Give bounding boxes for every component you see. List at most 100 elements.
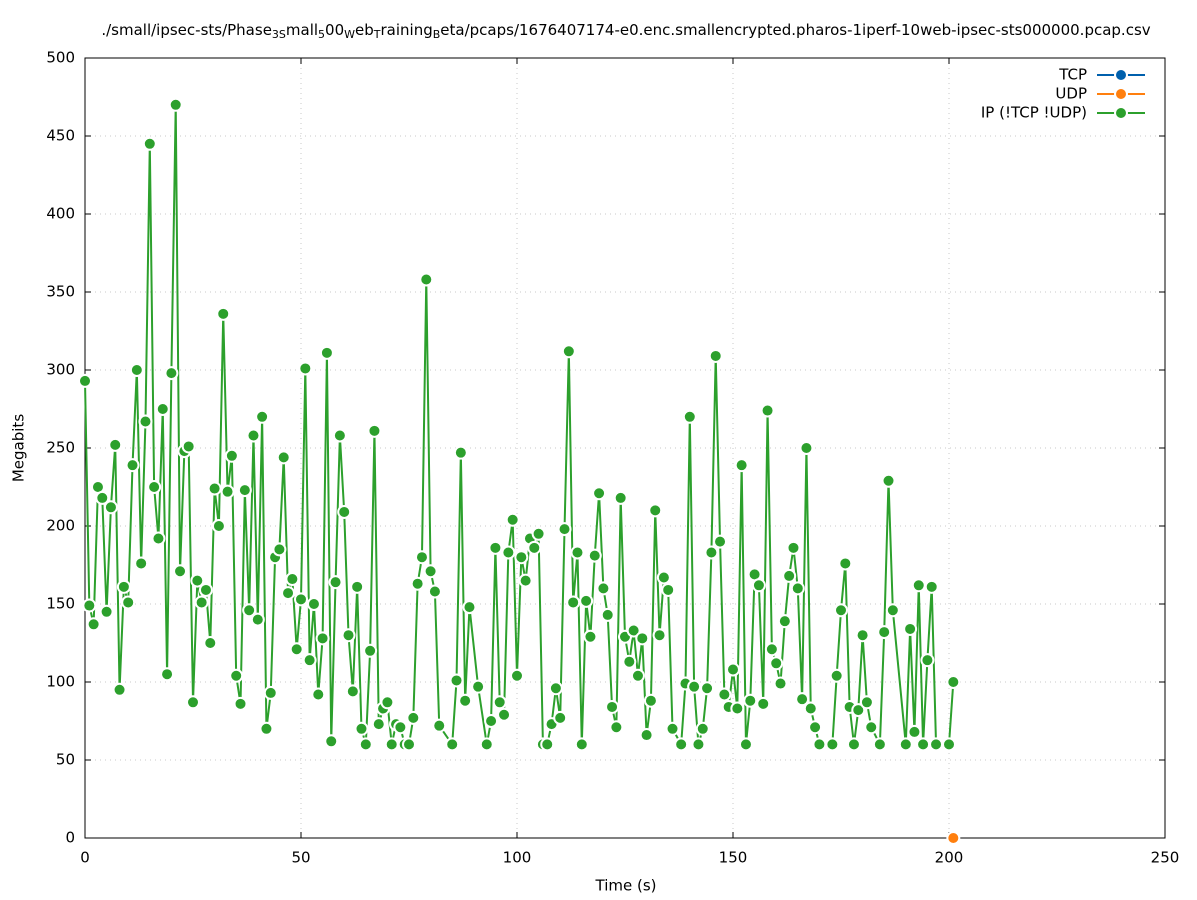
data-point [432, 718, 447, 733]
data-point [799, 441, 814, 455]
data-point [298, 361, 313, 376]
x-tick-label: 0 [80, 849, 90, 867]
data-point [609, 720, 624, 735]
legend-marker [1114, 106, 1128, 120]
data-point [851, 703, 866, 718]
data-point [121, 595, 136, 610]
data-point [255, 409, 270, 424]
data-point [942, 737, 956, 752]
data-point [946, 831, 961, 845]
x-axis-label: Time (s) [595, 877, 657, 895]
data-point [946, 675, 961, 689]
data-point [907, 724, 922, 739]
data-point [281, 586, 296, 601]
data-point [129, 363, 144, 377]
data-point [341, 628, 356, 643]
data-point [600, 607, 615, 622]
data-point [289, 642, 304, 657]
data-point [393, 720, 408, 735]
data-point [306, 597, 321, 611]
data-point [859, 695, 874, 710]
data-point [315, 631, 330, 646]
data-point [155, 402, 170, 416]
y-tick-label: 400 [46, 205, 75, 223]
data-point [777, 614, 792, 629]
data-point [592, 486, 607, 501]
data-point [449, 673, 464, 688]
data-point [380, 695, 395, 710]
data-point [484, 714, 499, 728]
title-part: mall [286, 21, 318, 39]
data-point [648, 503, 663, 518]
data-point [743, 693, 758, 708]
x-tick-label: 250 [1151, 849, 1180, 867]
data-point [198, 582, 213, 597]
data-point [423, 564, 438, 579]
data-point [497, 707, 512, 722]
data-point [103, 500, 118, 515]
data-point [790, 581, 805, 596]
data-point [272, 542, 287, 557]
data-point [687, 679, 702, 694]
data-point [665, 721, 680, 736]
data-point [553, 710, 568, 725]
data-point [406, 710, 421, 725]
data-point [363, 643, 378, 658]
legend-label: UDP [1055, 85, 1087, 103]
data-point [384, 737, 399, 752]
data-point [786, 540, 801, 555]
data-point [488, 540, 503, 555]
data-point [194, 595, 209, 610]
series-line [84, 104, 955, 748]
data-point [566, 595, 581, 610]
data-point [358, 737, 373, 752]
title-part: B [433, 28, 441, 41]
data-point [704, 545, 719, 560]
x-tick-label: 50 [291, 849, 310, 867]
data-point [86, 617, 101, 632]
data-point [302, 653, 317, 668]
data-point [540, 737, 555, 752]
plot-border [84, 57, 1166, 839]
data-point [328, 575, 343, 590]
x-tick-label: 100 [503, 849, 532, 867]
data-point [929, 737, 944, 752]
data-point [134, 556, 149, 571]
data-point [410, 576, 425, 591]
legend-label: TCP [1058, 66, 1087, 84]
data-point [557, 522, 572, 537]
data-point [756, 696, 771, 711]
data-point [263, 685, 278, 700]
y-tick-label: 0 [65, 829, 75, 847]
data-point [682, 409, 697, 424]
data-point [242, 603, 257, 618]
data-point [674, 737, 689, 752]
data-point [125, 458, 140, 473]
data-point [367, 423, 382, 438]
data-point [916, 737, 931, 752]
data-point [834, 603, 848, 618]
data-point [639, 728, 654, 743]
title-part: eta/pcaps/1676407174-e0.enc.smallencrypt… [440, 21, 1150, 39]
data-point [99, 604, 114, 619]
data-point [354, 721, 369, 736]
title-part: 3S [272, 28, 286, 41]
data-point [95, 490, 110, 505]
data-point [596, 581, 611, 596]
x-tick-label: 200 [935, 849, 964, 867]
x-tick-label: 150 [719, 849, 748, 867]
data-point [233, 696, 248, 711]
data-point [207, 481, 222, 496]
y-axis-label: Megabits [10, 414, 28, 482]
data-point [924, 579, 939, 594]
data-point [203, 636, 218, 650]
data-point [773, 676, 788, 691]
data-point [337, 504, 352, 519]
data-point [514, 550, 529, 565]
data-point [259, 721, 274, 736]
data-point [751, 578, 766, 593]
data-point [630, 668, 645, 683]
data-point [726, 662, 740, 677]
data-point [78, 373, 92, 388]
